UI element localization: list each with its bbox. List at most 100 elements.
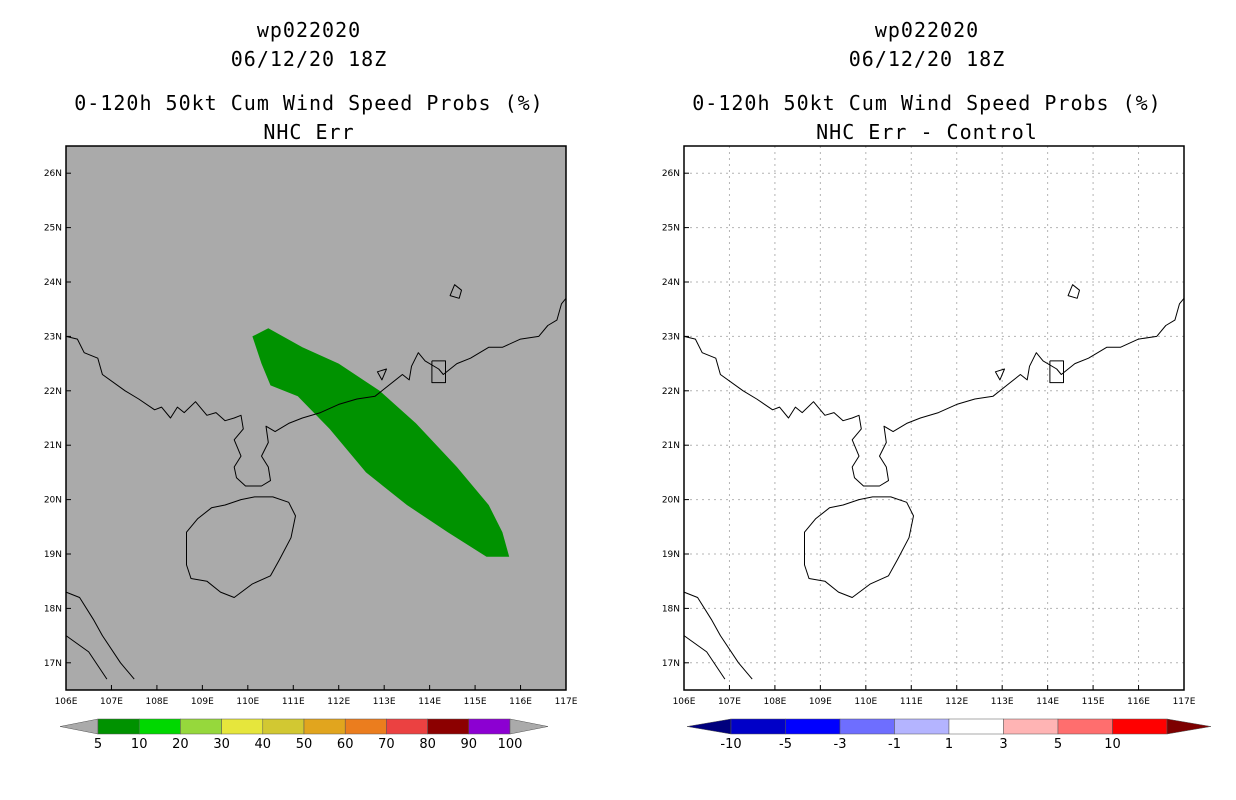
x-tick-label: 117E (1173, 697, 1196, 707)
colorbar-segment (1112, 718, 1168, 735)
colorbar-segment (138, 718, 181, 735)
y-tick-label: 18N (662, 604, 680, 614)
colorbar-start-triangle (59, 718, 99, 735)
colorbar-label: -1 (888, 737, 901, 752)
x-tick-label: 116E (1127, 697, 1150, 707)
mainland-coastline (65, 297, 567, 487)
y-tick-label: 24N (44, 278, 62, 288)
left-title-storm: wp022020 (257, 18, 361, 42)
colorbar-label: 40 (255, 737, 272, 752)
colorbar-segment (303, 718, 346, 735)
right-map-frame (683, 145, 1185, 691)
vietnam-coastline (683, 591, 753, 680)
y-tick-label: 20N (44, 496, 62, 506)
left-x-axis: 106E 107E 108E 109E 110E 111E 112E 113E 114E 115E… (55, 685, 578, 707)
x-tick-label: 112E (327, 697, 350, 707)
y-tick-label: 17N (44, 659, 62, 669)
left-title-product: 0-120h 50kt Cum Wind Speed Probs (%) (74, 91, 543, 115)
x-tick-label: 106E (55, 697, 78, 707)
x-tick-label: 107E (718, 697, 741, 707)
right-title-date: 06/12/20 18Z (849, 47, 1006, 71)
small-island (994, 368, 1005, 381)
x-tick-label: 114E (1036, 697, 1059, 707)
colorbar-label: 20 (172, 737, 189, 752)
right-x-axis: 106E 107E 108E 109E 110E 111E 112E 113E 114E 115E… (673, 685, 1196, 707)
right-title-product: 0-120h 50kt Cum Wind Speed Probs (%) (692, 91, 1161, 115)
colorbar-segment (468, 718, 511, 735)
colorbar-segment (180, 718, 222, 735)
colorbar-label: 3 (999, 737, 1007, 752)
y-tick-label: 17N (662, 659, 680, 669)
left-y-axis: 17N 18N 19N 20N 21N 22N 23N 24N 25N 26N (44, 169, 71, 669)
y-tick-label: 21N (662, 441, 680, 451)
y-tick-label: 23N (44, 332, 62, 342)
x-tick-label: 113E (991, 697, 1014, 707)
small-island (449, 284, 462, 299)
colorbar-segment (894, 718, 950, 735)
colorbar-segment (839, 718, 895, 735)
left-title-subtitle: NHC Err (263, 120, 354, 144)
colorbar-label: 10 (131, 737, 148, 752)
y-tick-label: 26N (662, 169, 680, 179)
mainland-coastline (683, 297, 1185, 487)
colorbar-end-triangle (509, 718, 549, 735)
vietnam-coastline (65, 591, 135, 680)
y-tick-label: 23N (662, 332, 680, 342)
right-title-subtitle: NHC Err - Control (816, 120, 1038, 144)
hong-kong-box (431, 360, 446, 384)
right-coastlines (683, 284, 1185, 680)
colorbar-segment (344, 718, 387, 735)
colorbar-label: 60 (337, 737, 354, 752)
colorbar-label: -5 (779, 737, 792, 752)
colorbar-label: -10 (720, 737, 741, 752)
colorbar-label: 30 (213, 737, 230, 752)
colorbar-segment (97, 718, 140, 735)
x-tick-label: 115E (464, 697, 487, 707)
x-tick-label: 110E (854, 697, 877, 707)
hainan-island (804, 496, 914, 598)
small-island (1067, 284, 1080, 299)
left-panel: wp022020 06/12/20 18Z 0-120h 50kt Cum Wi… (44, 18, 578, 752)
colorbar-segment (1057, 718, 1113, 735)
country-border (683, 635, 726, 680)
colorbar-segment (427, 718, 470, 735)
right-panel: wp022020 06/12/20 18Z 0-120h 50kt Cum Wi… (662, 18, 1212, 752)
colorbar-label: -3 (834, 737, 847, 752)
y-tick-label: 21N (44, 441, 62, 451)
y-tick-label: 22N (44, 387, 62, 397)
colorbar-label: 70 (378, 737, 395, 752)
x-tick-label: 109E (191, 697, 214, 707)
colorbar-end-triangle (1166, 718, 1212, 735)
x-tick-label: 108E (145, 697, 168, 707)
left-map-background (66, 146, 566, 690)
x-tick-label: 113E (373, 697, 396, 707)
x-tick-label: 111E (282, 697, 305, 707)
colorbar-label: 100 (498, 737, 523, 752)
x-tick-label: 111E (900, 697, 923, 707)
colorbar-label: 5 (1054, 737, 1062, 752)
y-tick-label: 25N (662, 224, 680, 234)
left-probability-area (252, 328, 510, 557)
x-tick-label: 108E (763, 697, 786, 707)
y-tick-label: 22N (662, 387, 680, 397)
small-island (376, 368, 387, 381)
x-tick-label: 114E (418, 697, 441, 707)
y-tick-label: 26N (44, 169, 62, 179)
colorbar-segment (948, 718, 1004, 735)
hainan-island (186, 496, 296, 598)
left-colorbar: 5 10 20 30 40 50 60 70 80 90 100 (59, 718, 549, 752)
colorbar-label: 90 (461, 737, 478, 752)
x-tick-label: 115E (1082, 697, 1105, 707)
colorbar-label: 50 (296, 737, 313, 752)
right-y-axis: 17N 18N 19N 20N 21N 22N 23N 24N 25N 26N (662, 169, 689, 669)
right-map-background (684, 146, 1184, 690)
colorbar-segment (386, 718, 428, 735)
colorbar-label: 80 (419, 737, 436, 752)
x-tick-label: 109E (809, 697, 832, 707)
y-tick-label: 19N (44, 550, 62, 560)
right-colorbar: -10 -5 -3 -1 1 3 5 10 (686, 718, 1212, 752)
colorbar-label: 10 (1104, 737, 1121, 752)
y-tick-label: 20N (662, 496, 680, 506)
colorbar-start-triangle (686, 718, 732, 735)
